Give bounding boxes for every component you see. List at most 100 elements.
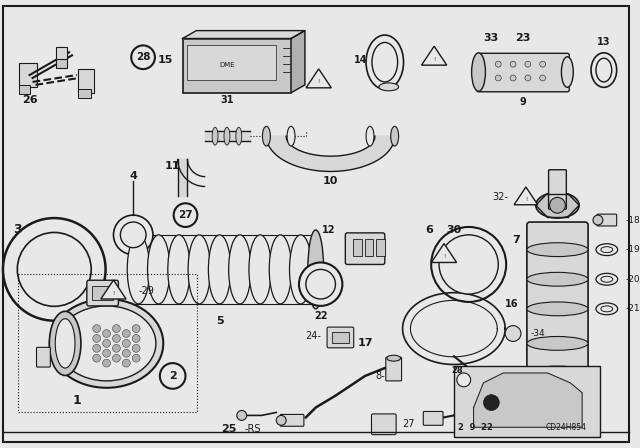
Ellipse shape [57, 306, 156, 381]
Text: 12: 12 [322, 225, 335, 235]
Text: 13: 13 [597, 38, 611, 47]
Circle shape [160, 363, 186, 389]
Circle shape [3, 218, 106, 321]
Text: -RS: -RS [244, 424, 261, 434]
Ellipse shape [379, 83, 399, 91]
Text: -34: -34 [531, 329, 545, 338]
FancyBboxPatch shape [454, 366, 600, 437]
Circle shape [550, 198, 565, 213]
Text: !: ! [433, 57, 435, 62]
Ellipse shape [596, 273, 618, 285]
Ellipse shape [472, 53, 486, 91]
FancyBboxPatch shape [56, 47, 67, 60]
Ellipse shape [527, 302, 588, 316]
Polygon shape [291, 30, 305, 93]
Text: 2  9  22: 2 9 22 [458, 423, 493, 432]
Polygon shape [182, 30, 305, 39]
Circle shape [122, 340, 131, 347]
Circle shape [132, 354, 140, 362]
FancyBboxPatch shape [346, 233, 385, 264]
Circle shape [132, 345, 140, 352]
FancyBboxPatch shape [477, 53, 570, 92]
Circle shape [439, 235, 499, 294]
Text: 1: 1 [72, 394, 81, 407]
Ellipse shape [601, 306, 612, 312]
Ellipse shape [236, 127, 242, 145]
Polygon shape [514, 187, 538, 205]
Text: 27: 27 [178, 210, 193, 220]
Ellipse shape [289, 235, 312, 304]
Circle shape [93, 354, 100, 362]
Text: -18: -18 [625, 215, 640, 224]
Circle shape [132, 335, 140, 342]
Ellipse shape [527, 272, 588, 286]
Circle shape [306, 269, 335, 299]
Polygon shape [422, 46, 447, 65]
Ellipse shape [561, 57, 573, 87]
Ellipse shape [527, 366, 588, 380]
Ellipse shape [49, 311, 81, 375]
Text: 26: 26 [22, 95, 37, 105]
Ellipse shape [168, 235, 190, 304]
Circle shape [540, 61, 546, 67]
Ellipse shape [536, 193, 579, 218]
Circle shape [113, 354, 120, 362]
Circle shape [495, 61, 501, 67]
Ellipse shape [366, 126, 374, 146]
FancyBboxPatch shape [36, 347, 51, 367]
Text: 2: 2 [169, 371, 177, 381]
FancyBboxPatch shape [327, 327, 354, 348]
Ellipse shape [372, 43, 397, 82]
Circle shape [93, 345, 100, 352]
Circle shape [237, 410, 246, 420]
Ellipse shape [262, 126, 270, 146]
Circle shape [113, 345, 120, 352]
Text: 10: 10 [323, 176, 338, 185]
Circle shape [525, 75, 531, 81]
Polygon shape [306, 69, 332, 88]
FancyBboxPatch shape [78, 69, 93, 93]
Ellipse shape [601, 276, 612, 282]
FancyBboxPatch shape [19, 63, 36, 87]
Text: !: ! [525, 197, 527, 202]
Text: !: ! [317, 79, 320, 84]
FancyBboxPatch shape [423, 411, 443, 425]
Text: 22: 22 [314, 311, 328, 321]
Circle shape [122, 330, 131, 337]
Ellipse shape [127, 235, 150, 304]
Text: 30: 30 [446, 225, 461, 235]
FancyBboxPatch shape [376, 239, 385, 256]
FancyBboxPatch shape [56, 59, 67, 68]
FancyBboxPatch shape [280, 414, 304, 426]
Polygon shape [266, 136, 395, 172]
Ellipse shape [287, 126, 295, 146]
Circle shape [122, 349, 131, 357]
Circle shape [93, 335, 100, 342]
Ellipse shape [366, 35, 404, 89]
Text: -19: -19 [625, 245, 640, 254]
Polygon shape [101, 280, 126, 299]
Text: 5: 5 [216, 316, 223, 326]
Text: 3: 3 [13, 224, 22, 237]
Ellipse shape [269, 235, 292, 304]
Ellipse shape [593, 215, 603, 225]
Ellipse shape [596, 303, 618, 315]
Text: 27: 27 [403, 419, 415, 429]
Text: 17: 17 [357, 338, 373, 349]
Circle shape [540, 75, 546, 81]
FancyBboxPatch shape [548, 170, 566, 209]
Text: 31: 31 [220, 95, 234, 105]
Ellipse shape [212, 127, 218, 145]
Circle shape [276, 415, 286, 425]
Text: -21: -21 [625, 304, 640, 313]
Ellipse shape [188, 235, 211, 304]
Ellipse shape [391, 126, 399, 146]
Circle shape [102, 359, 111, 367]
FancyBboxPatch shape [483, 372, 506, 390]
Text: 24-: 24- [305, 332, 321, 341]
Ellipse shape [148, 235, 170, 304]
Circle shape [102, 349, 111, 357]
Circle shape [457, 373, 470, 387]
Text: 4: 4 [129, 171, 137, 181]
Circle shape [113, 215, 153, 254]
